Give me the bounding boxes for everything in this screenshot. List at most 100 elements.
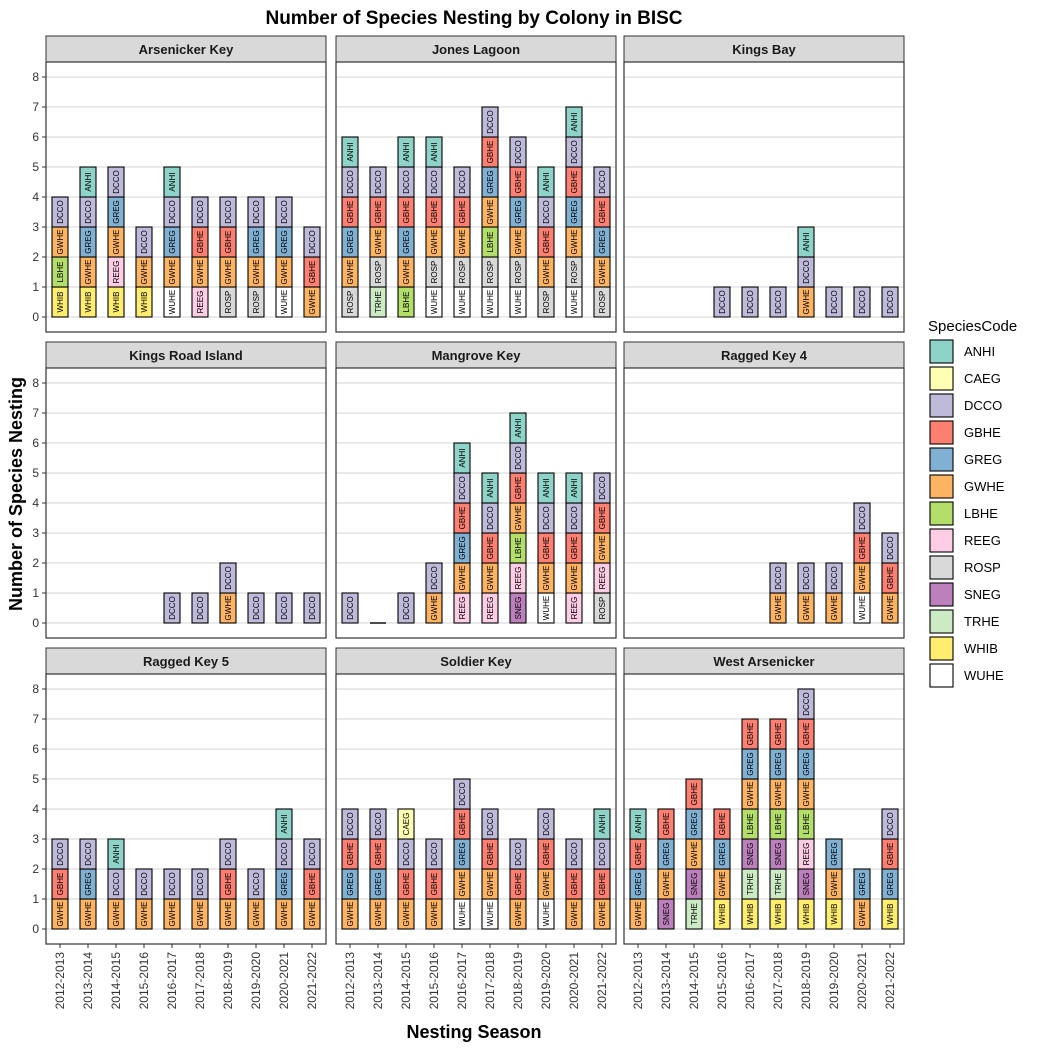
bar-segment: GBHE [509,868,527,900]
bar-segment-label: GBHE [690,783,699,806]
bar-segment-label: REEG [112,261,121,284]
bar-segment: DCCO [79,196,97,228]
bar-segment-rect [481,472,499,504]
bar-segment-label: GREG [830,842,839,866]
bar-segment-label: GREG [514,200,523,224]
bar-segment-label: SNEG [514,597,523,620]
bar-segment-label: GWHE [690,842,699,867]
bar-segment: WUHE [275,286,293,318]
bar-segment-label: GBHE [662,813,671,836]
bar-segment-rect [397,136,415,168]
bar-segment: GBHE [481,838,499,870]
legend-swatch [929,636,954,661]
bar-segment-label: GBHE [430,873,439,896]
bar-segment: GWHE [593,532,611,564]
y-tick-label: 0 [32,310,39,324]
bar-segment: GWHE [275,898,293,930]
bar-segment-label: ANHI [402,142,411,161]
bar-segment-label: GWHE [84,260,93,285]
bar-segment-label: TRHE [774,873,783,895]
bar-segment-rect [341,808,359,840]
legend-item-anhi: ANHI [929,339,995,364]
bar-segment-label: DCCO [168,872,177,896]
legend: SpeciesCode ANHI CAEG DCCO GBHE GREG GWHE LBHE… [928,318,1017,688]
bar-segment-label: DCCO [570,140,579,164]
panel-strip [623,341,905,369]
bar-segment-label: GWHE [252,902,261,927]
bar-segment-label: GBHE [430,201,439,224]
bar-segment: GREG [685,808,703,840]
bar-segment-label: GWHE [224,902,233,927]
y-tick-label: 5 [32,772,39,786]
bar-segment: WUHE [537,898,555,930]
bar-segment: GWHE [797,778,815,810]
bar-segment: ROSP [219,286,237,318]
bar-segment-rect [593,808,611,840]
legend-label: ROSP [964,560,1001,575]
bar-segment-rect [881,532,899,564]
bar-segment-rect [537,808,555,840]
bar-segment-rect [509,838,527,870]
bar-segment: DCCO [303,592,321,624]
panel-2: Kings Bay DCCO DCCO DCCO GWHE DCCO ANHI DCCO DCC… [623,35,905,333]
bar-segment: ROSP [481,256,499,288]
bar-segment-label: GREG [718,842,727,866]
bar-segment: GWHE [509,226,527,258]
bar-segment: GBHE [565,532,583,564]
bar-segment-rect [853,286,871,318]
bar-segment: ANHI [79,166,97,198]
bar-segment-label: ROSP [598,291,607,314]
bar-segment: DCCO [825,286,843,318]
bar-segment-rect [509,136,527,168]
bar-segment-label: DCCO [774,290,783,314]
panel-title: Arsenicker Key [139,42,234,57]
bar-segment-label: GREG [84,230,93,254]
bar-segment: GREG [79,868,97,900]
bar-segment-label: GBHE [486,537,495,560]
legend-item-dcco: DCCO [929,393,1002,418]
bar-segment-label: GWHE [308,902,317,927]
bar-segment: GBHE [369,196,387,228]
legend-label: REEG [964,533,1001,548]
bar-segment: DCCO [425,838,443,870]
bar-segment-rect [303,838,321,870]
bar-segment: DCCO [275,838,293,870]
panel-border [623,673,905,945]
bar-segment: WUHE [425,286,443,318]
bar-segment: GBHE [341,838,359,870]
bar-segment: WUHE [481,286,499,318]
bar-segment: DCCO [135,868,153,900]
facet-panels: Arsenicker Key012345678WHIBLBHEGWHEDCCOW… [32,35,905,1010]
bar-segment: GBHE [881,562,899,594]
bar-segment-label: GWHE [402,902,411,927]
bar-segment: GREG [107,196,125,228]
bar-segment-rect [397,592,415,624]
bar-segment: DCCO [453,778,471,810]
bar-segment-label: GWHE [746,782,755,807]
panel-strip [335,35,617,63]
bar-segment: GWHE [191,256,209,288]
bar-segment: GREG [275,226,293,258]
bar-segment-label: GBHE [542,843,551,866]
bar-segment-label: GREG [690,812,699,836]
bar-segment-rect [825,562,843,594]
bar-segment-label: SNEG [802,873,811,896]
bar-segment-label: DCCO [486,812,495,836]
bar-segment-label: GWHE [802,782,811,807]
bar-segment-label: LBHE [774,814,783,835]
bar-segment-label: LBHE [486,232,495,253]
bar-segment-rect [341,136,359,168]
bar-segment: GBHE [537,532,555,564]
panel-strip [623,35,905,63]
bar-segment: GBHE [219,226,237,258]
x-tick-label: 2021-2022 [883,952,897,1010]
bar-segment-label: DCCO [346,170,355,194]
bar-segment-rect [219,562,237,594]
bar-segment-label: SNEG [746,843,755,866]
bar-segment: GBHE [881,838,899,870]
bar-segment-label: GBHE [514,477,523,500]
y-tick-label: 0 [32,616,39,630]
bar-segment-label: GREG [374,872,383,896]
bar-segment-label: GBHE [542,537,551,560]
